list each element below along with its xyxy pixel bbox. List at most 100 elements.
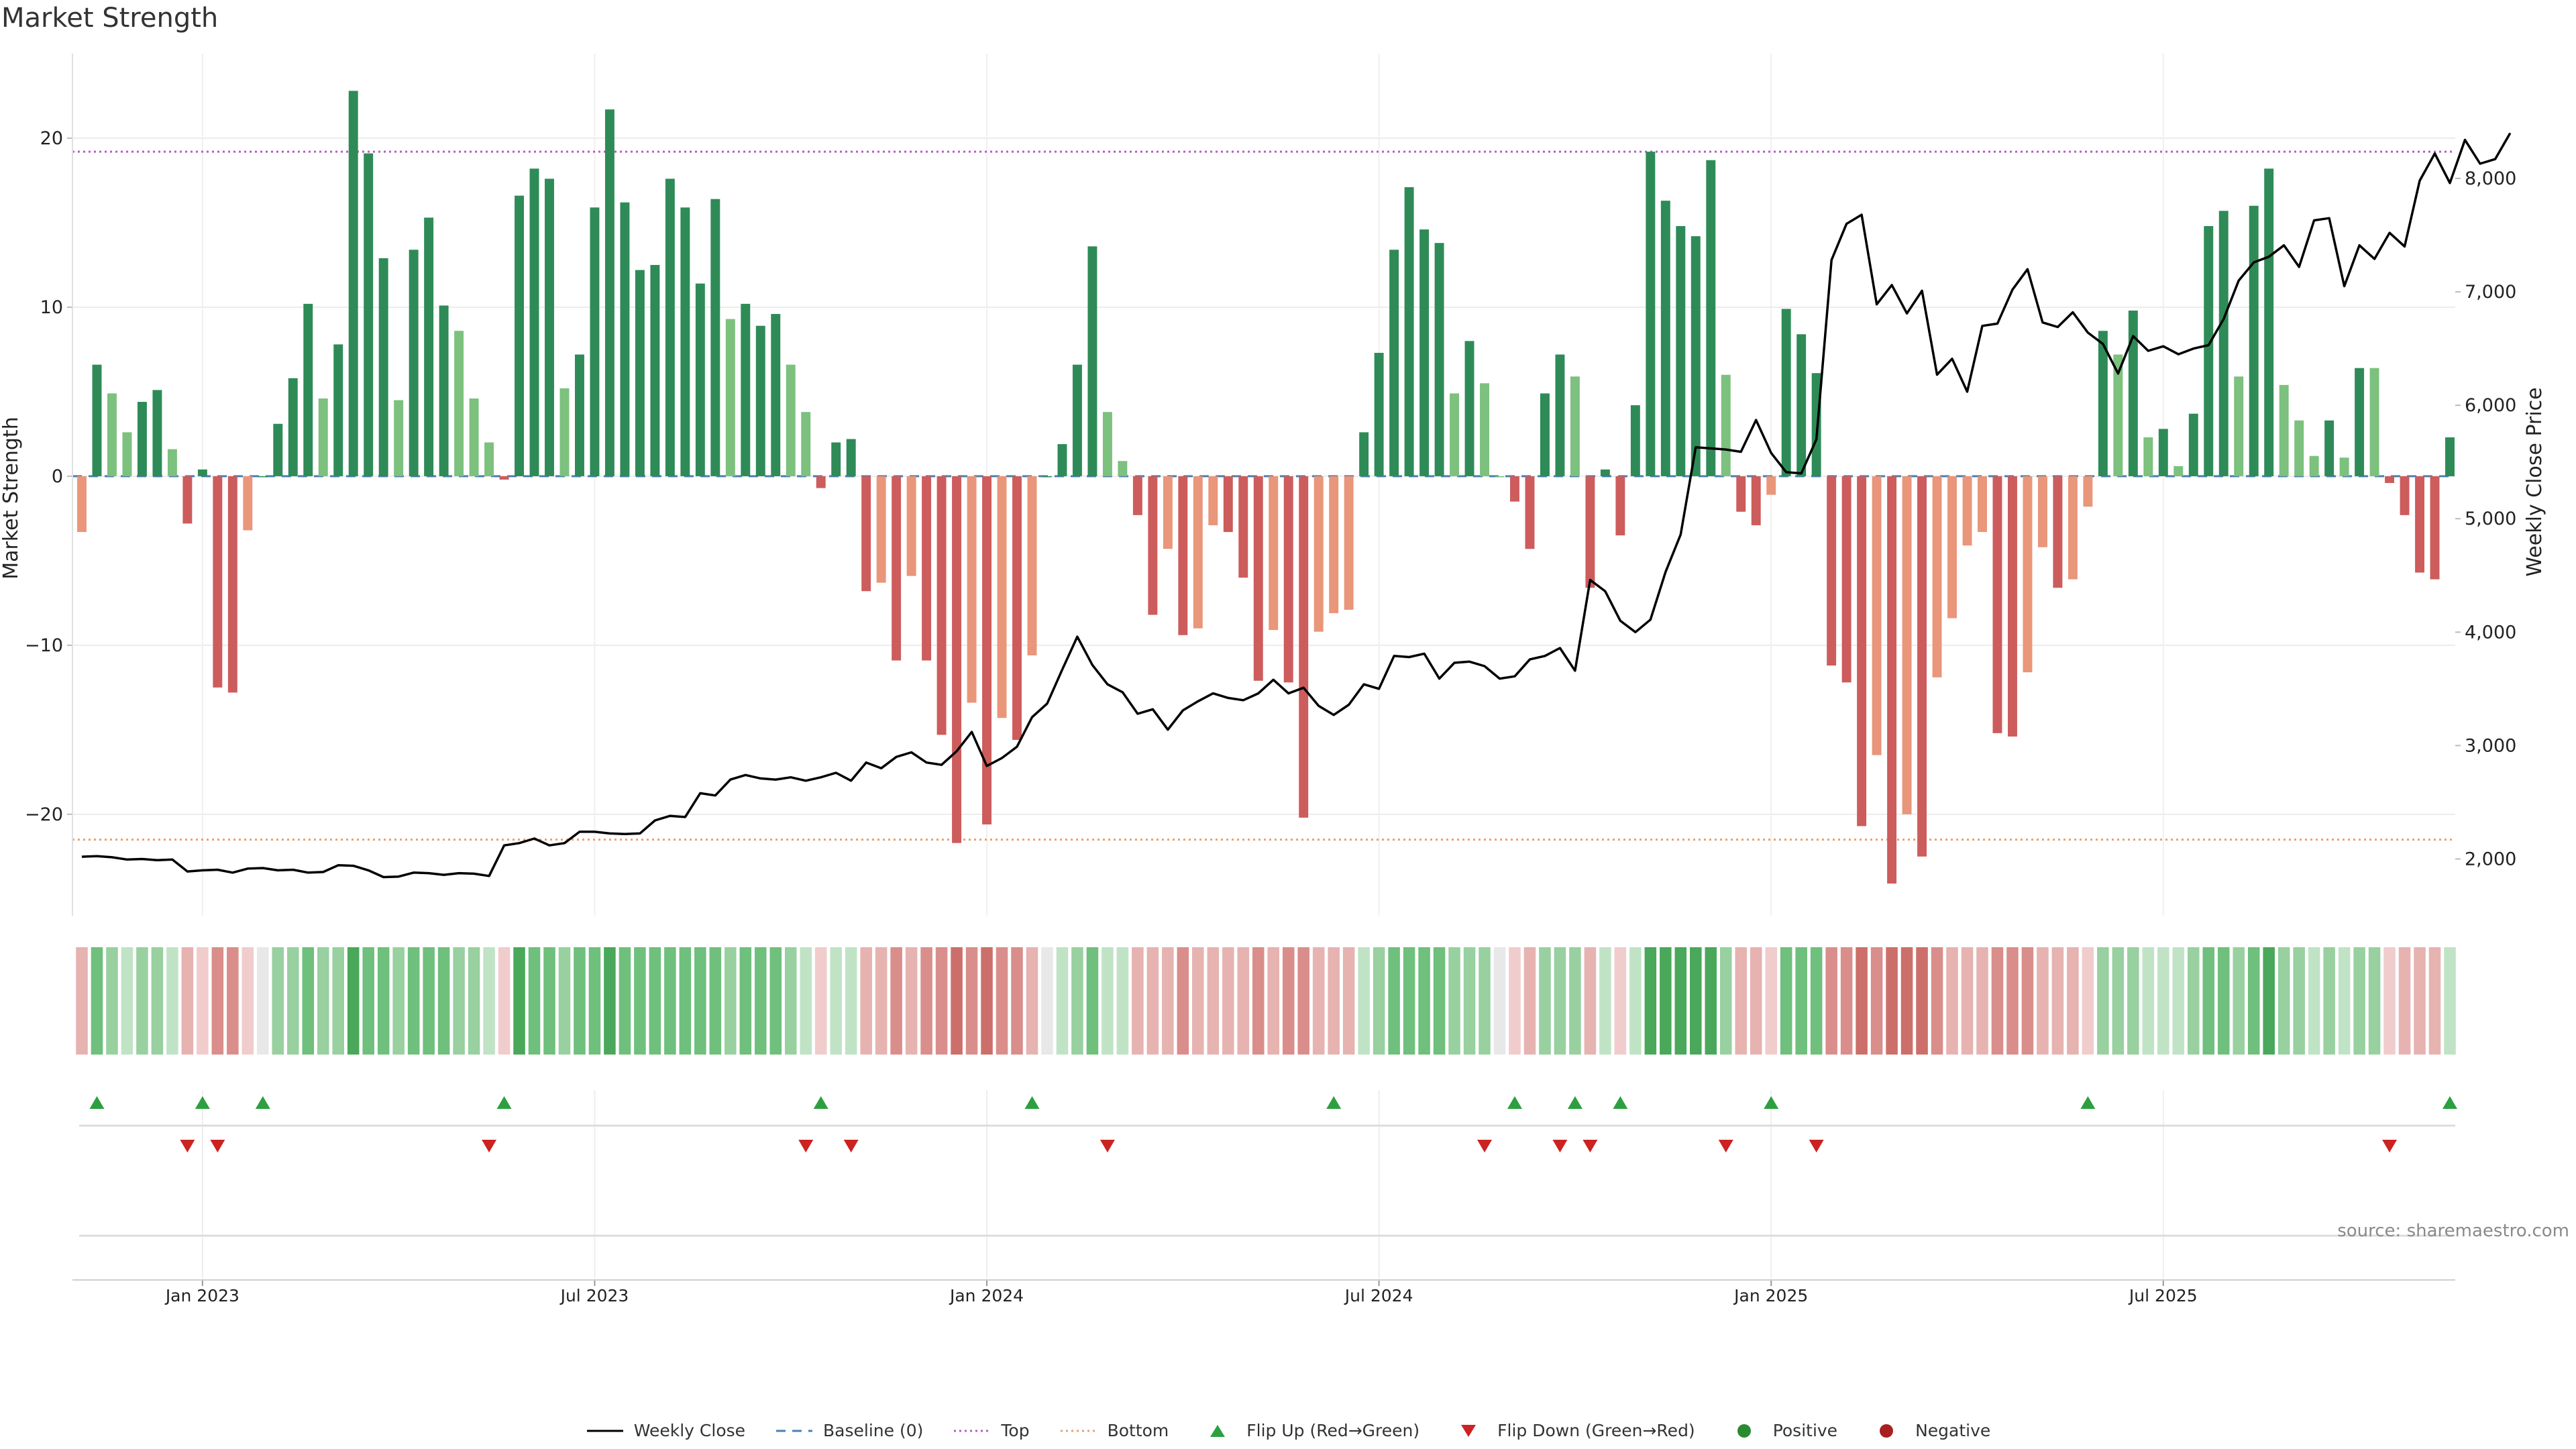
heat-cell: [1719, 947, 1732, 1055]
heat-cell: [1403, 947, 1415, 1055]
circle-icon: [1880, 1424, 1894, 1438]
legend-label: Flip Up (Red→Green): [1246, 1421, 1420, 1440]
flip-up-marker: [1507, 1096, 1522, 1109]
strength-bar: [2174, 466, 2184, 476]
heat-cell: [272, 947, 284, 1055]
heat-cell: [1961, 947, 1974, 1055]
heat-cell: [2444, 947, 2456, 1055]
heat-cell: [543, 947, 555, 1055]
strength-bar: [2083, 476, 2093, 507]
strength-bar: [1480, 383, 1489, 476]
strength-bar: [197, 469, 207, 476]
flip-down-marker: [1582, 1140, 1598, 1152]
strength-bar: [1344, 476, 1354, 610]
heat-cell: [392, 947, 405, 1055]
heat-cell: [664, 947, 676, 1055]
strength-bar: [861, 476, 871, 592]
legend-label: Baseline (0): [823, 1421, 924, 1440]
legend-item-flip-down: Flip Down (Green→Red): [1449, 1421, 1695, 1440]
heat-cell: [558, 947, 571, 1055]
legend-item-bottom: Bottom: [1059, 1421, 1169, 1440]
strength-bar: [1615, 476, 1625, 536]
heat-cell: [800, 947, 812, 1055]
strength-bar: [2158, 429, 2168, 476]
strength-bar: [1540, 393, 1550, 476]
heat-cell: [2202, 947, 2215, 1055]
heat-cell: [1222, 947, 1234, 1055]
heat-cell: [407, 947, 420, 1055]
heat-cell: [755, 947, 767, 1055]
strength-bar: [997, 476, 1007, 718]
heat-cell: [1795, 947, 1807, 1055]
flip-up-marker: [1567, 1096, 1582, 1109]
heat-cell: [1644, 947, 1657, 1055]
heat-cell: [1493, 947, 1506, 1055]
heat-cell: [1523, 947, 1536, 1055]
heat-cell: [468, 947, 480, 1055]
legend-label: Bottom: [1107, 1421, 1169, 1440]
legend-label: Positive: [1772, 1421, 1838, 1440]
strength-bar: [1238, 476, 1248, 578]
heat-cell: [91, 947, 103, 1055]
heat-cell: [1282, 947, 1295, 1055]
strength-bar: [635, 270, 645, 476]
strength-bar: [1148, 476, 1158, 615]
strength-bar: [1269, 476, 1279, 631]
strength-bar: [1253, 476, 1263, 681]
flip-down-marker: [1477, 1140, 1493, 1152]
strength-bar: [575, 354, 584, 476]
heat-cell: [136, 947, 148, 1055]
heat-cell: [2428, 947, 2441, 1055]
heat-cell: [2188, 947, 2200, 1055]
heat-cell: [1660, 947, 1672, 1055]
flip-up-marker: [813, 1096, 828, 1109]
strength-bar: [1751, 476, 1761, 525]
heat-cell: [302, 947, 315, 1055]
strength-bar: [1570, 376, 1580, 476]
strength-bar: [1132, 476, 1142, 515]
heat-cell: [1750, 947, 1762, 1055]
flip-up-marker: [2443, 1096, 2457, 1109]
strength-bar: [967, 476, 977, 703]
heat-cell: [2051, 947, 2064, 1055]
y-tick-label: 0: [52, 466, 63, 487]
heat-cell: [2217, 947, 2230, 1055]
dotted-line-icon: [954, 1430, 991, 1432]
heat-cell: [1267, 947, 1280, 1055]
strength-bar: [1404, 187, 1414, 476]
heat-cell: [151, 947, 164, 1055]
heat-cell: [1116, 947, 1129, 1055]
heat-cell: [2067, 947, 2079, 1055]
flip-up-marker: [2080, 1096, 2096, 1109]
heat-cell: [1539, 947, 1551, 1055]
flip-down-marker: [843, 1140, 859, 1152]
x-tick-label: Jul 2023: [559, 1286, 629, 1305]
y-tick-label: 10: [40, 297, 63, 318]
heat-cell: [121, 947, 133, 1055]
y-tick-label: 20: [40, 128, 63, 149]
heat-cell: [2142, 947, 2155, 1055]
strength-bar: [1313, 476, 1324, 632]
strength-bar: [892, 476, 902, 661]
heat-cell: [2323, 947, 2335, 1055]
heat-cell: [935, 947, 948, 1055]
legend-item-weekly-close: Weekly Close: [586, 1421, 745, 1440]
strength-bar: [1208, 476, 1218, 525]
heat-cell: [981, 947, 993, 1055]
heat-cell: [197, 947, 209, 1055]
flip-down-marker: [210, 1140, 225, 1152]
heat-cell: [1177, 947, 1189, 1055]
legend-item-flip-up: Flip Up (Red→Green): [1198, 1421, 1419, 1440]
heat-cell: [317, 947, 329, 1055]
legend-label: Weekly Close: [633, 1421, 746, 1440]
heat-cell: [1056, 947, 1069, 1055]
strength-bar: [680, 207, 690, 476]
flip-down-marker: [1809, 1140, 1824, 1152]
strength-bar: [77, 476, 87, 533]
strength-bar: [695, 283, 705, 476]
strength-bar: [1917, 476, 1927, 857]
heat-cell: [2021, 947, 2034, 1055]
legend-label: Top: [1001, 1421, 1030, 1440]
heat-cell: [1931, 947, 1943, 1055]
heat-cell: [1086, 947, 1099, 1055]
